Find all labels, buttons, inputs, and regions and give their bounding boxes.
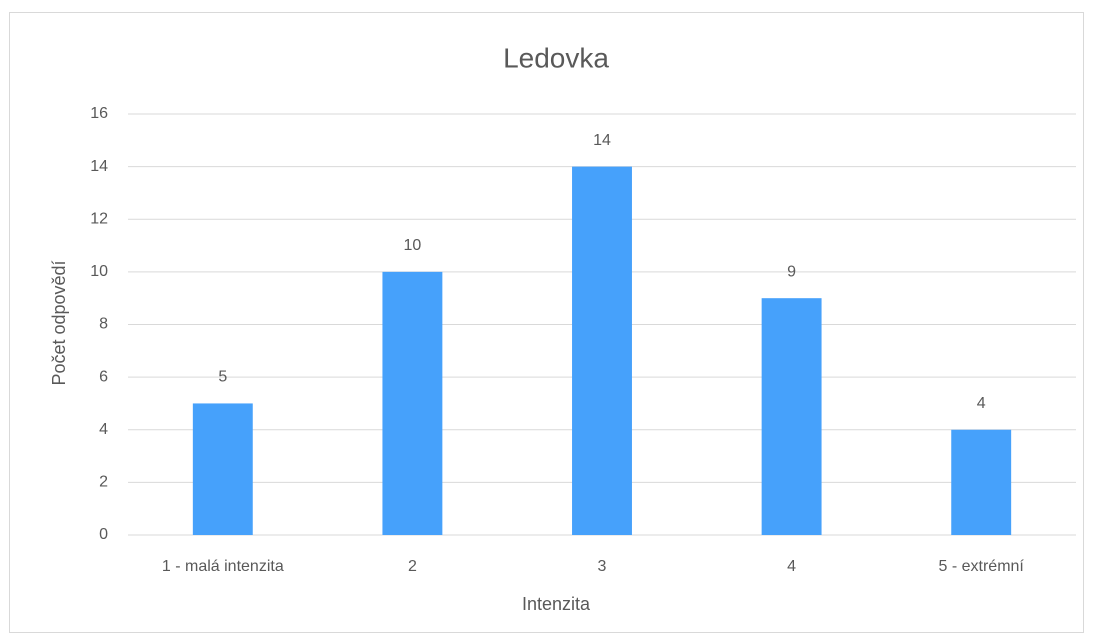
y-tick-label: 0 <box>99 526 108 543</box>
x-tick-label: 1 - malá intenzita <box>162 558 284 575</box>
bar <box>761 298 822 535</box>
bar <box>192 403 253 535</box>
data-label: 10 <box>404 237 422 254</box>
chart-border <box>9 12 1084 633</box>
data-label: 4 <box>977 395 986 412</box>
x-axis-label: Intenzita <box>522 594 591 614</box>
y-tick-label: 4 <box>99 421 108 438</box>
y-tick-label: 2 <box>99 474 108 491</box>
y-tick-label: 8 <box>99 316 108 333</box>
y-tick-label: 6 <box>99 368 108 385</box>
y-tick-label: 16 <box>90 105 108 122</box>
x-tick-label: 3 <box>598 558 607 575</box>
data-label: 14 <box>593 132 611 149</box>
bar <box>951 429 1012 535</box>
y-tick-label: 14 <box>90 158 108 175</box>
y-tick-label: 10 <box>90 263 108 280</box>
x-tick-label: 2 <box>408 558 417 575</box>
y-tick-label: 12 <box>90 210 108 227</box>
bar <box>382 271 443 535</box>
data-label: 5 <box>218 369 227 386</box>
bar <box>572 166 632 535</box>
y-axis-label: Počet odpovědí <box>49 260 69 385</box>
chart-title: Ledovka <box>503 42 609 73</box>
data-label: 9 <box>787 263 796 280</box>
x-tick-label: 4 <box>787 558 796 575</box>
x-tick-label: 5 - extrémní <box>939 558 1025 575</box>
